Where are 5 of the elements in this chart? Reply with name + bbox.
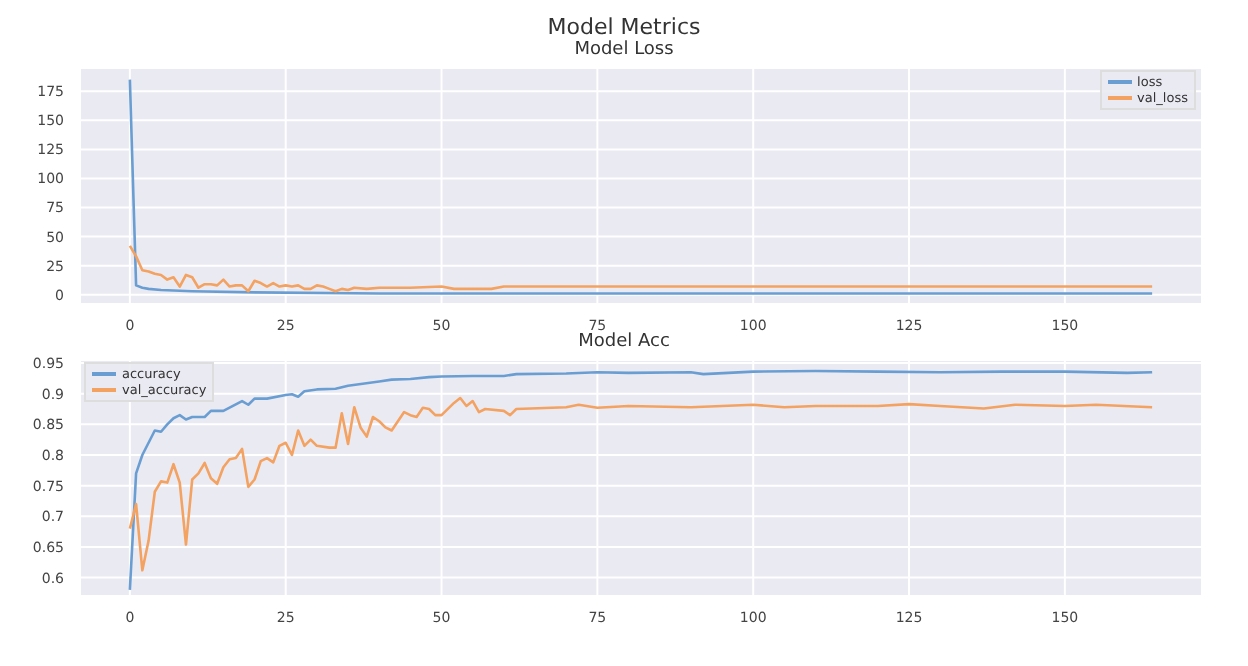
text: Model Metrics	[545, 14, 703, 40]
line-series	[128, 244, 1154, 293]
chart-title: Model Loss	[572, 40, 676, 64]
chart-title: Model Acc	[576, 332, 672, 356]
line-series	[128, 396, 1154, 572]
